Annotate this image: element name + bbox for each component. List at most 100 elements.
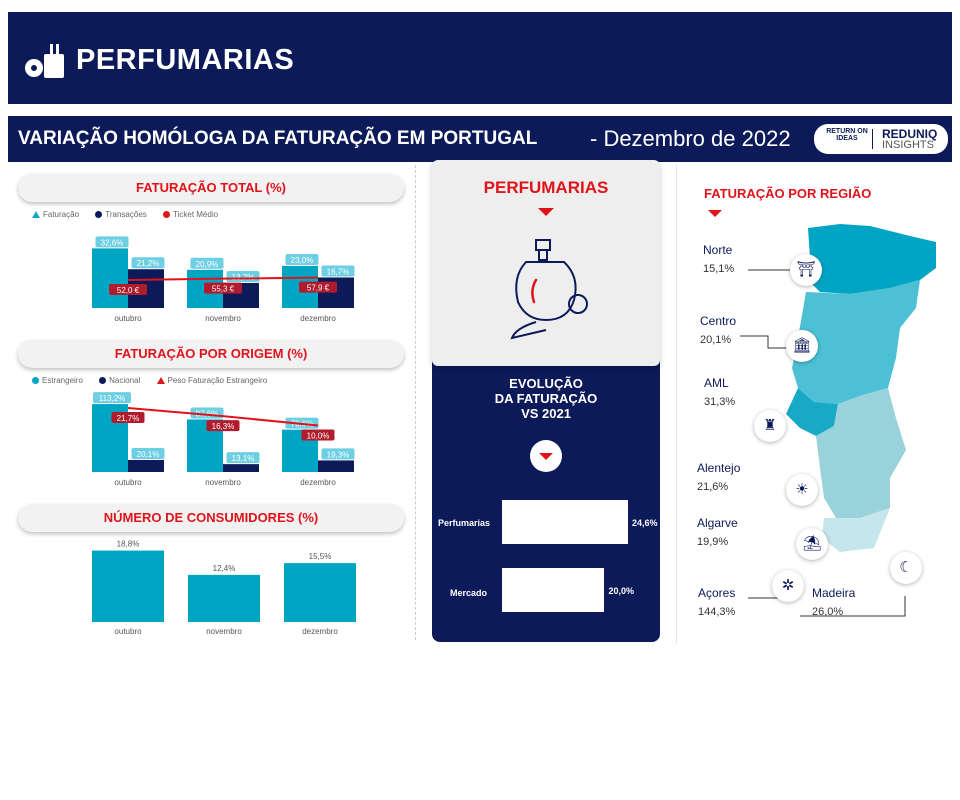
bridge-icon: ⛩ [790,254,822,286]
bar-consumidores [284,563,356,622]
brand-return-on-ideas: RETURN ON IDEAS [826,128,868,142]
line-data-label-bg [299,281,337,293]
bar-faturação [92,248,128,308]
perfume-bottle-icon [510,239,588,340]
data-label: 23,0% [291,256,314,265]
brand-logos: RETURN ON IDEAS REDUNIQ INSIGHTS [814,124,948,154]
map-region-centro [792,280,920,404]
region-aml: AML 31,3% [704,376,735,408]
data-label-bg [95,236,129,248]
tower-icon: ♜ [754,410,786,442]
pineapple-icon: ✲ [772,570,804,602]
portugal-map [740,224,936,617]
brand-separator [872,129,873,149]
region-name: AML [704,376,729,390]
chart2-legend: Estrangeiro Nacional Peso Faturação Estr… [32,376,281,385]
region-value: 15,1% [703,263,735,275]
region-value: 144,3% [698,606,736,618]
data-label-bg [190,257,224,269]
bar-consumidores [188,574,260,622]
landscape-icon: ☀ [786,474,818,506]
map-region-algarve [822,508,890,552]
chart-faturacao-total: 32,6% 21,2% outubro 20,9% 13,7% novembro 23,0%… [92,236,355,323]
arrow-down-icon [708,210,722,217]
map-title: FATURAÇÃO POR REGIÃO [704,186,872,201]
data-label-bg [285,253,319,265]
product-card: PERFUMARIAS [432,160,660,366]
bar-nacional [223,464,259,472]
map-region-alentejo [816,388,906,518]
university-icon: 🏛 [786,330,818,362]
bar-nacional [128,459,164,472]
map-region-norte [806,224,936,294]
data-label-bg [131,447,165,459]
brand-insights: INSIGHTS [882,139,934,151]
product-name: PERFUMARIAS [483,178,609,197]
data-label: 20,9% [196,260,219,269]
page-title: PERFUMARIAS [76,44,295,76]
data-label: 19,3% [327,450,350,459]
right-divider [676,165,677,643]
data-label: 13,7% [232,273,255,282]
chart2-title: FATURAÇÃO POR ORIGEM (%) [18,340,404,368]
data-label: 18,8% [117,540,140,549]
bar-consumidores [92,550,164,622]
region-value: 19,9% [697,536,729,548]
region-name: Centro [700,314,737,328]
perfume-shop-icon [25,44,64,78]
evolution-title-2: DA FATURAÇÃO [494,391,598,406]
x-tick-label: novembro [205,478,241,487]
chart1-title: FATURAÇÃO TOTAL (%) [18,174,404,202]
region-name: Madeira [812,586,856,600]
x-tick-label: outubro [114,314,142,323]
bar-nacional [318,460,354,472]
region-alentejo: Alentejo 21,6% [697,461,740,493]
data-label: 16,7% [327,267,350,276]
evo-value-perfumarias: 24,6% [632,518,658,528]
legend-peso-estrangeiro: Peso Faturação Estrangeiro [167,376,268,385]
line-data-label-bg [111,412,145,423]
line-peso-faturação-estrangeiro [127,407,319,427]
evo-value-mercado: 20,0% [608,586,634,596]
evolution-title-3: VS 2021 [521,406,571,421]
data-label: 12,4% [213,564,236,573]
line-data-label-bg [301,429,335,441]
region-name: Norte [703,243,733,257]
period: - Dezembro de 2022 [590,126,791,151]
line-data-label: 55,3 € [212,285,235,294]
region-name: Açores [698,586,736,600]
map-region-aml [786,388,838,436]
data-label: 21,2% [137,259,160,268]
data-label-bg [131,257,165,269]
evo-bar-perfumarias [502,500,628,544]
region-name: Alentejo [697,461,741,475]
chart1-legend: Faturação Transações Ticket Médio [32,210,232,219]
brand-reduniq: REDUNIQ [882,127,938,141]
banana-icon: ☾ [890,552,922,584]
region-value: 26,0% [812,606,844,618]
evolution-title-1: EVOLUÇÃO [509,376,583,391]
chevron-down-icon [530,440,562,472]
legend-nacional: Nacional [109,376,141,385]
data-label-bg [321,448,355,460]
data-label-bg [93,392,131,404]
legend-estrangeiro: Estrangeiro [42,376,83,385]
data-label-bg [321,265,355,277]
line-data-label: 16,3% [212,422,235,431]
line-data-label: 57,9 € [307,284,330,293]
data-label-bg [226,452,260,464]
subtitle: VARIAÇÃO HOMÓLOGA DA FATURAÇÃO EM PORTUG… [18,128,538,149]
region-value: 20,1% [700,334,732,346]
line-data-label-bg [206,420,240,432]
data-label: 113,2% [99,394,126,403]
subtitle-bar: VARIAÇÃO HOMÓLOGA DA FATURAÇÃO EM PORTUG… [8,116,952,162]
x-tick-label: novembro [206,627,242,636]
chart3-title: NÚMERO DE CONSUMIDORES (%) [18,504,404,532]
legend-faturacao: Faturação [43,210,80,219]
data-label: 32,6% [101,238,124,247]
x-tick-label: outubro [114,478,142,487]
region-name: Algarve [697,516,738,530]
data-label: 15,5% [309,552,332,561]
line-data-label: 10,0% [307,432,330,441]
legend-transacoes: Transações [105,210,147,219]
